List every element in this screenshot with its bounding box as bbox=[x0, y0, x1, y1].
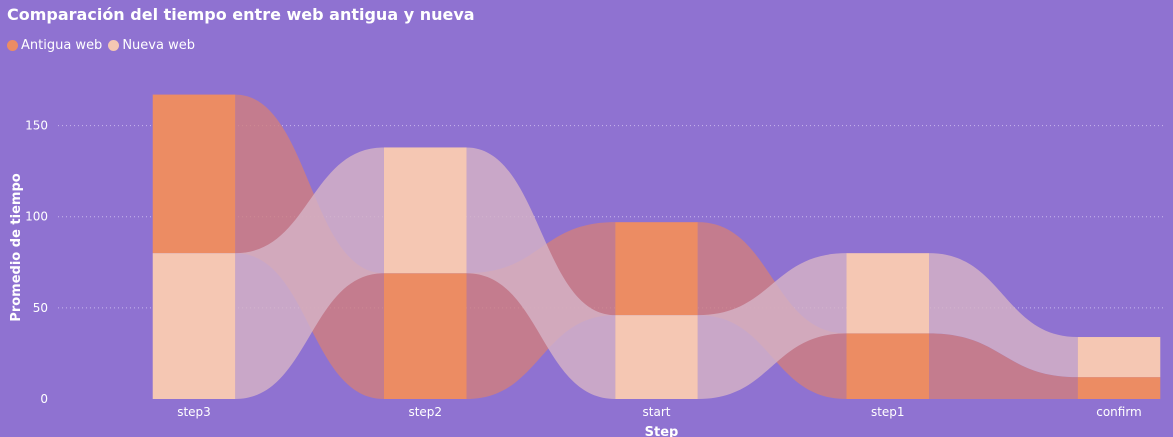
bar-antigua bbox=[846, 333, 930, 399]
y-axis-title: Promedio de tiempo bbox=[9, 173, 24, 321]
ribbon-nueva bbox=[929, 253, 1078, 378]
legend-item-antigua[interactable]: Antigua web bbox=[7, 38, 102, 53]
bar-nueva bbox=[383, 147, 467, 274]
bar-nueva bbox=[152, 253, 236, 399]
ribbon-nueva bbox=[466, 147, 616, 399]
y-tick-label: 100 bbox=[25, 210, 48, 224]
x-axis: step3 step2 start step1 confirm bbox=[177, 405, 1142, 419]
legend-item-nueva[interactable]: Nueva web bbox=[108, 38, 195, 53]
y-tick-label: 0 bbox=[40, 392, 48, 406]
legend: Antigua web Nueva web bbox=[7, 38, 195, 53]
bar-antigua bbox=[383, 273, 467, 399]
bar-antigua bbox=[152, 94, 236, 254]
y-tick-label: 150 bbox=[25, 119, 48, 133]
x-tick-label: step2 bbox=[408, 405, 442, 419]
chart-title: Comparación del tiempo entre web antigua… bbox=[7, 5, 475, 24]
bar-nueva bbox=[615, 315, 698, 399]
bar-nueva bbox=[846, 253, 930, 334]
y-tick-label: 50 bbox=[33, 301, 48, 315]
bar-antigua bbox=[1077, 377, 1161, 399]
ribbon-nueva bbox=[235, 147, 384, 399]
legend-label-antigua: Antigua web bbox=[21, 38, 103, 53]
x-tick-label: start bbox=[643, 405, 671, 419]
ribbon-antigua bbox=[929, 333, 1078, 399]
legend-dot-antigua bbox=[7, 40, 18, 51]
ribbons bbox=[235, 94, 1078, 399]
bar-antigua bbox=[615, 222, 698, 316]
bars bbox=[152, 94, 1161, 399]
x-axis-title: Step bbox=[645, 425, 679, 437]
y-axis: 0 50 100 150 bbox=[25, 119, 48, 406]
x-tick-label: step1 bbox=[871, 405, 905, 419]
x-tick-label: step3 bbox=[177, 405, 211, 419]
x-tick-label: confirm bbox=[1096, 405, 1142, 419]
bar-nueva bbox=[1077, 337, 1161, 378]
legend-dot-nueva bbox=[108, 40, 120, 51]
ribbon-nueva bbox=[697, 253, 847, 399]
legend-label-nueva: Nueva web bbox=[122, 38, 195, 53]
